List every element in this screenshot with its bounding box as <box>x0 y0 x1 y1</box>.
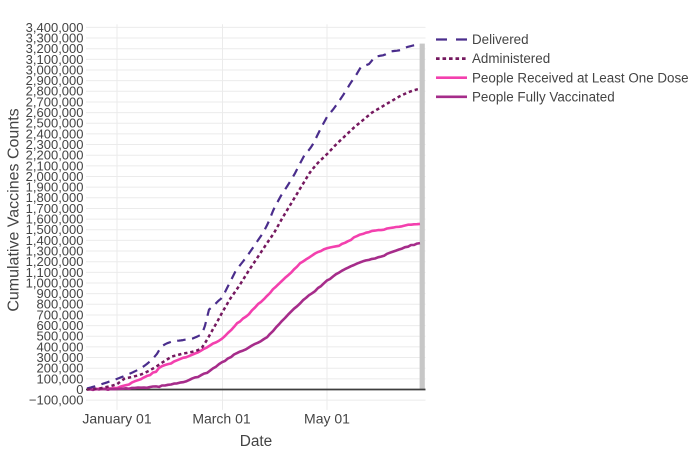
svg-text:2,700,000: 2,700,000 <box>26 94 84 109</box>
svg-text:2,400,000: 2,400,000 <box>26 126 84 141</box>
svg-text:600,000: 600,000 <box>37 318 84 333</box>
svg-text:People Fully Vaccinated: People Fully Vaccinated <box>472 89 615 104</box>
svg-text:1,700,000: 1,700,000 <box>26 201 84 216</box>
svg-text:1,600,000: 1,600,000 <box>26 212 84 227</box>
svg-text:1,300,000: 1,300,000 <box>26 243 84 258</box>
svg-text:1,400,000: 1,400,000 <box>26 233 84 248</box>
svg-text:March 01: March 01 <box>192 411 251 427</box>
svg-text:1,800,000: 1,800,000 <box>26 190 84 205</box>
svg-text:Date: Date <box>240 433 273 450</box>
svg-text:2,500,000: 2,500,000 <box>26 116 84 131</box>
svg-text:2,800,000: 2,800,000 <box>26 84 84 99</box>
svg-text:−100,000: −100,000 <box>29 393 84 408</box>
svg-text:2,000,000: 2,000,000 <box>26 169 84 184</box>
svg-text:3,400,000: 3,400,000 <box>26 20 84 35</box>
svg-text:Administered: Administered <box>472 51 550 66</box>
svg-text:1,900,000: 1,900,000 <box>26 180 84 195</box>
svg-text:0: 0 <box>76 382 83 397</box>
svg-text:1,200,000: 1,200,000 <box>26 254 84 269</box>
svg-text:900,000: 900,000 <box>37 286 84 301</box>
svg-text:2,900,000: 2,900,000 <box>26 73 84 88</box>
svg-text:2,600,000: 2,600,000 <box>26 105 84 120</box>
svg-text:May 01: May 01 <box>304 411 350 427</box>
svg-text:3,000,000: 3,000,000 <box>26 62 84 77</box>
svg-text:Cumulative Vaccines Counts: Cumulative Vaccines Counts <box>6 108 23 311</box>
svg-text:January 01: January 01 <box>82 411 151 427</box>
svg-text:1,100,000: 1,100,000 <box>26 265 84 280</box>
svg-text:Delivered: Delivered <box>472 32 529 47</box>
svg-text:800,000: 800,000 <box>37 297 84 312</box>
svg-text:2,100,000: 2,100,000 <box>26 158 84 173</box>
svg-text:1,500,000: 1,500,000 <box>26 222 84 237</box>
svg-text:400,000: 400,000 <box>37 339 84 354</box>
svg-text:2,300,000: 2,300,000 <box>26 137 84 152</box>
svg-text:500,000: 500,000 <box>37 329 84 344</box>
svg-text:2,200,000: 2,200,000 <box>26 148 84 163</box>
svg-text:300,000: 300,000 <box>37 350 84 365</box>
svg-text:100,000: 100,000 <box>37 371 84 386</box>
svg-text:700,000: 700,000 <box>37 307 84 322</box>
svg-text:200,000: 200,000 <box>37 361 84 376</box>
svg-text:3,300,000: 3,300,000 <box>26 30 84 45</box>
svg-text:1,000,000: 1,000,000 <box>26 275 84 290</box>
svg-text:3,100,000: 3,100,000 <box>26 52 84 67</box>
svg-text:People Received at Least One D: People Received at Least One Dose <box>472 70 689 85</box>
svg-text:3,200,000: 3,200,000 <box>26 41 84 56</box>
